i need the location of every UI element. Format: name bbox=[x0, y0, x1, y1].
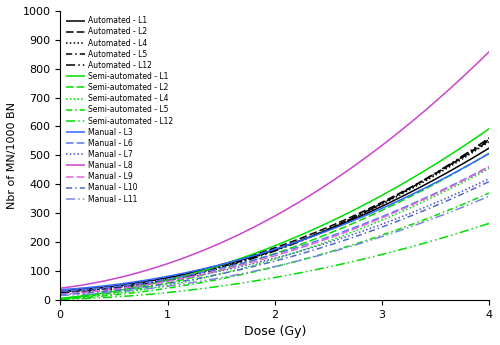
Y-axis label: Nbr of MN/1000 BN: Nbr of MN/1000 BN bbox=[7, 102, 17, 209]
X-axis label: Dose (Gy): Dose (Gy) bbox=[244, 325, 306, 338]
Legend: Automated - L1, Automated - L2, Automated - L4, Automated - L5, Automated - L12,: Automated - L1, Automated - L2, Automate… bbox=[64, 15, 174, 205]
